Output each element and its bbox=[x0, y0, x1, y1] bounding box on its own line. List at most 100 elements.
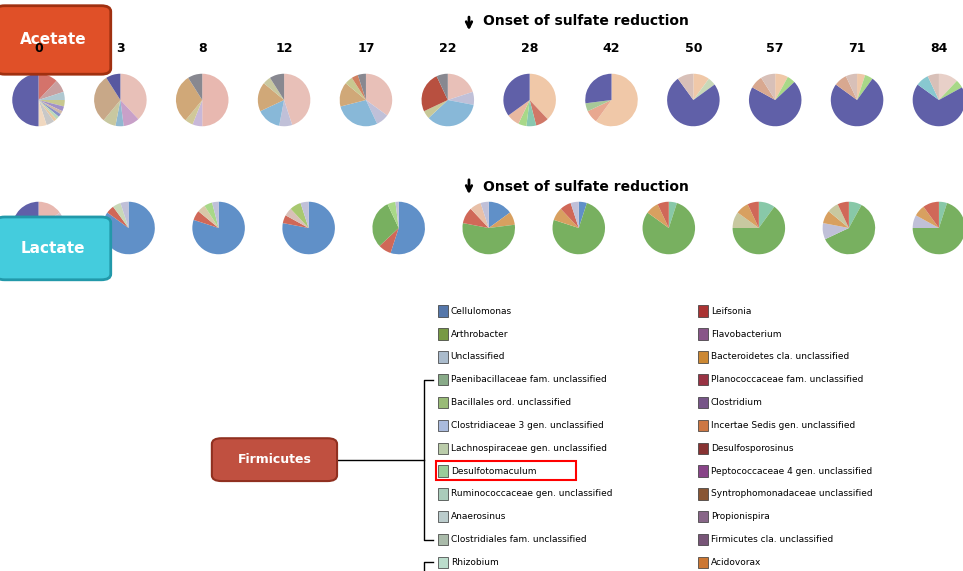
Wedge shape bbox=[596, 74, 638, 126]
Wedge shape bbox=[586, 74, 612, 103]
Wedge shape bbox=[106, 74, 120, 100]
Wedge shape bbox=[828, 204, 849, 228]
Bar bbox=[698, 511, 708, 522]
Text: Acetate: Acetate bbox=[19, 33, 87, 47]
Text: Clostridiales fam. unclassified: Clostridiales fam. unclassified bbox=[451, 535, 586, 544]
Wedge shape bbox=[286, 209, 308, 228]
Text: Desulfotomaculum: Desulfotomaculum bbox=[451, 467, 536, 476]
Text: Clostridiaceae 3 gen. unclassified: Clostridiaceae 3 gen. unclassified bbox=[451, 421, 604, 430]
Bar bbox=[438, 534, 448, 545]
Wedge shape bbox=[39, 100, 63, 114]
Wedge shape bbox=[733, 212, 759, 228]
Text: Cellulomonas: Cellulomonas bbox=[451, 307, 511, 316]
Bar bbox=[438, 420, 448, 431]
Wedge shape bbox=[39, 100, 57, 121]
Bar bbox=[698, 351, 708, 363]
Bar bbox=[698, 328, 708, 340]
Wedge shape bbox=[120, 202, 129, 228]
Wedge shape bbox=[571, 202, 579, 228]
Wedge shape bbox=[857, 75, 872, 100]
Wedge shape bbox=[351, 75, 366, 100]
Wedge shape bbox=[436, 74, 448, 100]
Bar bbox=[698, 420, 708, 431]
Wedge shape bbox=[823, 211, 849, 228]
Text: 42: 42 bbox=[603, 42, 620, 55]
Wedge shape bbox=[667, 79, 719, 126]
Wedge shape bbox=[647, 204, 668, 228]
Wedge shape bbox=[825, 205, 875, 254]
Wedge shape bbox=[13, 74, 39, 126]
Wedge shape bbox=[284, 74, 310, 125]
Wedge shape bbox=[481, 202, 489, 228]
Wedge shape bbox=[939, 81, 962, 100]
Wedge shape bbox=[836, 77, 857, 100]
Bar bbox=[438, 374, 448, 385]
Wedge shape bbox=[838, 202, 849, 228]
Bar bbox=[438, 397, 448, 408]
FancyBboxPatch shape bbox=[0, 217, 111, 280]
Wedge shape bbox=[913, 203, 963, 254]
Bar bbox=[698, 534, 708, 545]
Bar bbox=[698, 465, 708, 477]
Wedge shape bbox=[775, 74, 788, 100]
Wedge shape bbox=[527, 100, 536, 126]
Wedge shape bbox=[939, 74, 957, 100]
Wedge shape bbox=[530, 100, 548, 126]
Wedge shape bbox=[738, 204, 759, 228]
Text: 84: 84 bbox=[930, 42, 948, 55]
Wedge shape bbox=[463, 209, 489, 228]
Bar bbox=[698, 374, 708, 385]
Wedge shape bbox=[291, 203, 308, 228]
Text: Firmicutes cla. unclassified: Firmicutes cla. unclassified bbox=[711, 535, 833, 544]
Bar bbox=[438, 351, 448, 363]
Text: Acidovorax: Acidovorax bbox=[711, 558, 761, 567]
Text: Paenibacillaceae fam. unclassified: Paenibacillaceae fam. unclassified bbox=[451, 375, 607, 384]
Wedge shape bbox=[857, 74, 865, 100]
Wedge shape bbox=[554, 209, 579, 228]
Wedge shape bbox=[448, 92, 474, 105]
Wedge shape bbox=[775, 77, 794, 100]
Wedge shape bbox=[264, 78, 284, 100]
Wedge shape bbox=[104, 100, 120, 126]
Wedge shape bbox=[13, 202, 39, 254]
Wedge shape bbox=[518, 100, 530, 126]
Wedge shape bbox=[913, 215, 939, 228]
Wedge shape bbox=[693, 79, 715, 100]
Wedge shape bbox=[693, 74, 709, 100]
Wedge shape bbox=[198, 206, 219, 228]
Text: Lactate: Lactate bbox=[21, 241, 85, 256]
Text: 28: 28 bbox=[521, 42, 538, 55]
Wedge shape bbox=[913, 85, 963, 126]
Text: Propionispira: Propionispira bbox=[711, 512, 769, 521]
Wedge shape bbox=[283, 215, 308, 228]
Bar bbox=[698, 305, 708, 317]
Wedge shape bbox=[193, 100, 202, 126]
Text: 3: 3 bbox=[117, 42, 124, 55]
Text: Rhizobium: Rhizobium bbox=[451, 558, 499, 567]
Text: 71: 71 bbox=[848, 42, 866, 55]
Wedge shape bbox=[530, 74, 556, 119]
Wedge shape bbox=[668, 202, 677, 228]
Bar bbox=[698, 397, 708, 408]
Wedge shape bbox=[553, 203, 605, 254]
Wedge shape bbox=[658, 202, 669, 228]
Wedge shape bbox=[918, 77, 939, 100]
Wedge shape bbox=[560, 203, 579, 228]
Text: 22: 22 bbox=[439, 42, 456, 55]
Wedge shape bbox=[586, 100, 612, 111]
Text: Planococcaceae fam. unclassified: Planococcaceae fam. unclassified bbox=[711, 375, 863, 384]
Text: Unclassified: Unclassified bbox=[451, 352, 506, 361]
Wedge shape bbox=[39, 81, 64, 100]
Wedge shape bbox=[749, 82, 801, 126]
Text: Onset of sulfate reduction: Onset of sulfate reduction bbox=[483, 14, 690, 28]
Wedge shape bbox=[752, 78, 775, 100]
Text: Bacteroidetes cla. unclassified: Bacteroidetes cla. unclassified bbox=[711, 352, 849, 361]
Wedge shape bbox=[424, 100, 448, 118]
Wedge shape bbox=[939, 202, 947, 228]
Wedge shape bbox=[39, 100, 65, 107]
Wedge shape bbox=[194, 211, 219, 228]
Bar bbox=[698, 557, 708, 568]
Wedge shape bbox=[282, 202, 335, 254]
Wedge shape bbox=[733, 207, 785, 254]
Text: Incertae Sedis gen. unclassified: Incertae Sedis gen. unclassified bbox=[711, 421, 855, 430]
